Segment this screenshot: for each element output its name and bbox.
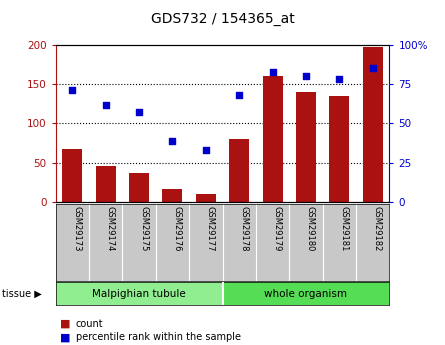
- Bar: [229, 139, 249, 202]
- Text: whole organism: whole organism: [264, 289, 348, 298]
- Text: GSM29178: GSM29178: [239, 206, 248, 252]
- Text: GDS732 / 154365_at: GDS732 / 154365_at: [150, 12, 295, 26]
- Text: GSM29181: GSM29181: [340, 206, 348, 251]
- Bar: [62, 149, 82, 202]
- Point: [236, 92, 243, 98]
- Text: GSM29175: GSM29175: [139, 206, 148, 251]
- Point: [102, 102, 109, 107]
- Bar: [363, 47, 383, 202]
- Text: GSM29180: GSM29180: [306, 206, 315, 251]
- Text: count: count: [76, 319, 103, 328]
- Bar: [329, 96, 349, 202]
- Text: GSM29177: GSM29177: [206, 206, 215, 252]
- Bar: [162, 189, 182, 202]
- Bar: [263, 76, 283, 202]
- Text: Malpighian tubule: Malpighian tubule: [92, 289, 186, 298]
- Point: [202, 147, 210, 153]
- Point: [169, 138, 176, 144]
- Text: GSM29182: GSM29182: [373, 206, 382, 251]
- Point: [369, 66, 376, 71]
- Bar: [56, 282, 222, 305]
- Text: GSM29179: GSM29179: [272, 206, 282, 251]
- Text: ■: ■: [60, 319, 71, 328]
- Bar: [222, 282, 389, 305]
- Text: GSM29176: GSM29176: [173, 206, 182, 252]
- Text: GSM29174: GSM29174: [106, 206, 115, 251]
- Text: GSM29173: GSM29173: [72, 206, 81, 252]
- Bar: [196, 194, 216, 202]
- Point: [269, 69, 276, 74]
- Bar: [96, 166, 116, 202]
- Text: tissue ▶: tissue ▶: [2, 289, 42, 298]
- Text: ■: ■: [60, 333, 71, 342]
- Point: [69, 88, 76, 93]
- Bar: [129, 173, 149, 202]
- Point: [336, 77, 343, 82]
- Bar: [296, 92, 316, 202]
- Text: percentile rank within the sample: percentile rank within the sample: [76, 333, 241, 342]
- Point: [303, 73, 310, 79]
- Point: [136, 110, 143, 115]
